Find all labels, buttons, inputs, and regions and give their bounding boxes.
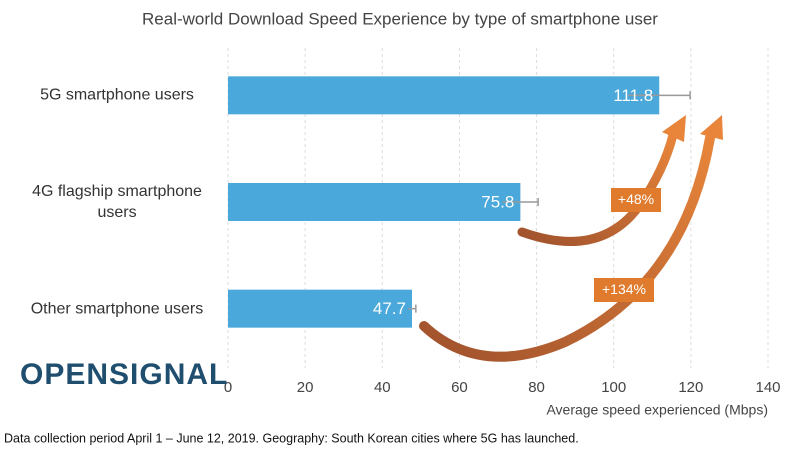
arrow-head — [700, 115, 723, 140]
x-tick-label: 0 — [224, 379, 232, 396]
annotation-box — [594, 278, 654, 302]
value-label: 111.8 — [613, 86, 653, 105]
error-bar — [408, 304, 417, 313]
bar — [228, 289, 412, 328]
value-label: 75.8 — [481, 192, 514, 211]
arrow — [419, 133, 715, 362]
x-axis-label: Average speed experienced (Mbps) — [546, 402, 768, 418]
error-bar — [502, 198, 539, 206]
x-tick-label: 80 — [528, 379, 545, 396]
footnote: Data collection period April 1 – June 12… — [4, 431, 579, 445]
annotation: +48% — [618, 191, 654, 207]
x-tick-label: 140 — [755, 379, 780, 396]
annotation-box — [611, 188, 661, 212]
arrows: +48% +134% — [419, 115, 723, 362]
bar — [228, 183, 521, 221]
x-tick-label: 60 — [451, 379, 468, 396]
value-label: 47.7 — [373, 299, 406, 318]
arrow-head — [662, 115, 686, 142]
annotation: +134% — [602, 281, 646, 297]
y-tick-label: 4G flagship smartphone users — [32, 183, 202, 221]
error-bar — [628, 91, 691, 100]
x-tick-label: 120 — [678, 379, 703, 396]
x-tick-label: 40 — [374, 379, 391, 396]
bar — [228, 76, 660, 115]
x-tick-label: 20 — [297, 379, 314, 396]
y-tick-label: 5G smartphone users — [40, 86, 194, 104]
logo: OPENSIGNAL — [20, 358, 228, 391]
y-tick-label: Other smartphone users — [30, 300, 204, 318]
chart-title: Real-world Download Speed Experience by … — [142, 9, 658, 28]
x-tick-label: 100 — [601, 379, 626, 396]
